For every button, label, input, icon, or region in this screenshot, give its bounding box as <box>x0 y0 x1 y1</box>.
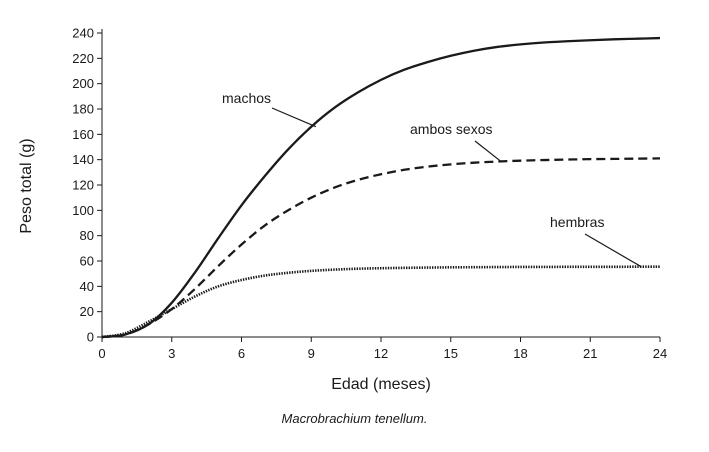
y-tick-label: 20 <box>80 304 94 319</box>
figure-caption: Macrobrachium tenellum. <box>281 411 428 426</box>
series-line-ambos-sexos <box>101 157 661 339</box>
annotation-leader-line <box>584 233 642 268</box>
y-tick-label: 180 <box>72 102 94 117</box>
axis-layer: 0 20 40 60 80 100 120 140 160 180 200 220 240 0 3 6 9 12 1… <box>72 26 667 362</box>
y-tick-label: 200 <box>72 76 94 91</box>
annotation-label: machos <box>222 90 271 106</box>
y-tick-label: 40 <box>80 279 94 294</box>
y-tick-label: 60 <box>80 254 94 269</box>
x-tick-label: 21 <box>583 346 597 361</box>
y-tick-label: 220 <box>72 51 94 66</box>
y-tick-label: 140 <box>72 152 94 167</box>
x-tick-label: 3 <box>168 346 175 361</box>
annotation-leader-line <box>474 140 503 163</box>
annotation-leader-line <box>271 107 317 128</box>
x-tick-label: 6 <box>238 346 245 361</box>
y-tick-label: 120 <box>72 178 94 193</box>
x-tick-label: 9 <box>308 346 315 361</box>
x-tick-label: 18 <box>513 346 527 361</box>
annotation-label: ambos sexos <box>410 121 492 137</box>
y-tick-label: 0 <box>87 330 94 345</box>
x-tick-label: 15 <box>444 346 458 361</box>
x-tick-label: 24 <box>653 346 667 361</box>
series-line-machos <box>101 36 661 339</box>
annotation-layer: machos ambos sexos hembras <box>222 90 642 268</box>
series-layer <box>101 36 661 339</box>
x-tick-label: 0 <box>98 346 105 361</box>
annotation-label: hembras <box>550 214 604 230</box>
y-tick-label: 100 <box>72 203 94 218</box>
x-axis-title: Edad (meses) <box>331 376 431 393</box>
y-tick-label: 80 <box>80 228 94 243</box>
y-axis-title: Peso total (g) <box>18 138 35 233</box>
series-line-hembras <box>101 265 661 339</box>
y-tick-label: 160 <box>72 127 94 142</box>
x-tick-label: 12 <box>374 346 388 361</box>
y-tick-label: 240 <box>72 26 94 41</box>
